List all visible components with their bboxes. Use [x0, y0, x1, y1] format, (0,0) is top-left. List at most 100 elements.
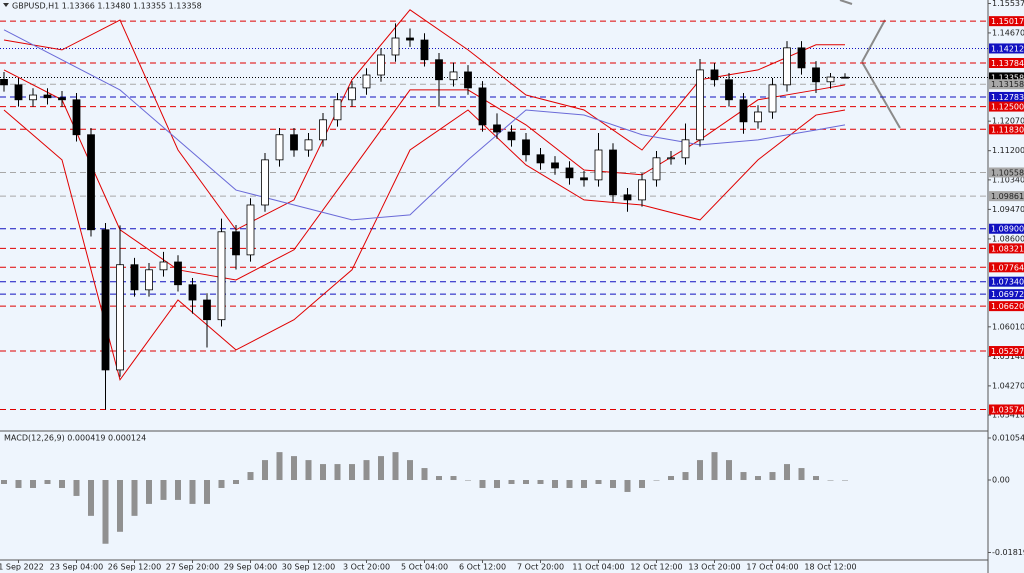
candle-body	[435, 59, 443, 81]
candle-body	[377, 54, 385, 76]
macd-bar	[682, 472, 689, 481]
candle-body	[174, 261, 182, 286]
macd-bar	[450, 476, 457, 481]
x-tick-label: 27 Sep 20:00	[166, 563, 219, 572]
macd-bar	[755, 476, 761, 481]
arrow	[839, 0, 853, 5]
macd-bar	[421, 468, 428, 481]
macd-bar	[668, 476, 674, 481]
candle-body	[145, 269, 153, 291]
y-tick-label: 1.04270	[992, 381, 1024, 390]
indicator-title: MACD(12,26,9) 0.000419 0.000124	[4, 434, 146, 443]
macd-bar	[827, 480, 834, 481]
level-label: 1.11830	[991, 125, 1024, 134]
macd-bar	[102, 480, 109, 544]
y-tick-label: 1.15537	[992, 0, 1024, 8]
level-tag	[989, 79, 1024, 90]
macd-bar	[465, 480, 471, 481]
y-tick-label: 1.12070	[992, 117, 1024, 126]
macd-bar	[784, 464, 790, 481]
macd-bar	[30, 480, 36, 488]
candle-body	[43, 94, 52, 99]
level-label: 1.15017	[991, 17, 1024, 26]
x-tick-label: 21 Sep 2022	[0, 563, 44, 572]
chart-title: GBPUSD,H1 1.13366 1.13480 1.13355 1.1335…	[12, 2, 202, 11]
macd-bar	[566, 480, 573, 488]
candle-body	[768, 84, 777, 113]
candle-body	[638, 179, 646, 201]
x-tick-label: 17 Oct 04:00	[746, 563, 798, 572]
x-tick-label: 26 Sep 12:00	[108, 563, 161, 572]
level-tag	[989, 346, 1024, 357]
macd-bar	[73, 480, 80, 496]
candle-body	[87, 134, 95, 231]
candle-body	[565, 167, 574, 179]
candle-body	[304, 139, 313, 151]
level-tag	[989, 167, 1024, 178]
macd-bar	[392, 452, 399, 481]
macd-bar	[44, 480, 51, 484]
dropdown-icon	[3, 3, 9, 7]
candle-body	[449, 71, 458, 81]
candle-body	[406, 37, 414, 41]
level-label: 1.03574	[991, 406, 1024, 415]
macd-bar	[537, 480, 544, 484]
candle-body	[159, 261, 168, 271]
macd-bar	[189, 480, 196, 504]
level-label: 1.05297	[991, 347, 1024, 356]
macd-bar	[262, 460, 268, 481]
macd-bar	[247, 472, 254, 481]
level-tag	[989, 43, 1024, 54]
candle-body	[826, 76, 835, 83]
macd-bar	[305, 460, 312, 481]
level-tag	[989, 101, 1024, 112]
arrow	[861, 61, 901, 129]
level-label: 1.14212	[991, 44, 1024, 53]
candle-body	[261, 159, 269, 206]
candle-body	[14, 84, 23, 101]
macd-bar	[160, 480, 167, 500]
macd-bar	[711, 452, 718, 481]
x-tick-label: 5 Oct 04:00	[401, 563, 448, 572]
candle-body	[696, 69, 704, 141]
candle-body	[710, 69, 719, 81]
candle-body	[188, 284, 197, 301]
level-label: 1.10558	[991, 168, 1024, 177]
level-label: 1.12500	[991, 103, 1024, 112]
macd-bar	[146, 480, 152, 504]
candle-body	[725, 79, 733, 101]
macd-bar	[276, 452, 283, 481]
x-tick-label: 18 Oct 12:00	[804, 563, 856, 572]
candle-body	[478, 87, 487, 126]
macd-bar	[610, 480, 616, 488]
macd-bar	[769, 472, 776, 481]
candle-body	[275, 134, 284, 161]
candle-body	[536, 154, 545, 164]
macd-bar	[218, 480, 225, 488]
candle-body	[739, 99, 748, 123]
macd-bar	[204, 480, 210, 504]
candle-body	[667, 157, 675, 160]
candle-body	[797, 47, 806, 69]
level-label: 1.08321	[991, 244, 1024, 253]
candle-body	[812, 67, 820, 83]
macd-bar	[349, 464, 355, 481]
candle-body	[609, 149, 617, 196]
macd-bar	[233, 480, 239, 484]
macd-bar	[813, 476, 819, 481]
level-label: 1.06620	[991, 302, 1024, 311]
candle-body	[116, 264, 124, 371]
y-tick-label: -0.018195	[992, 548, 1024, 557]
indicator-line	[3, 109, 846, 381]
level-tag	[989, 72, 1024, 83]
x-tick-label: 11 Oct 04:00	[572, 563, 624, 572]
y-tick-label: 1.06010	[992, 322, 1024, 331]
x-tick-label: 29 Sep 04:00	[224, 563, 277, 572]
level-tag	[989, 243, 1024, 254]
y-tick-label: 1.10340	[992, 175, 1024, 184]
candle-body	[362, 74, 371, 89]
x-tick-label: 23 Sep 04:00	[50, 563, 103, 572]
macd-bar	[726, 460, 732, 481]
y-tick-label: 1.03410	[992, 411, 1024, 420]
macd-bar	[363, 460, 370, 481]
